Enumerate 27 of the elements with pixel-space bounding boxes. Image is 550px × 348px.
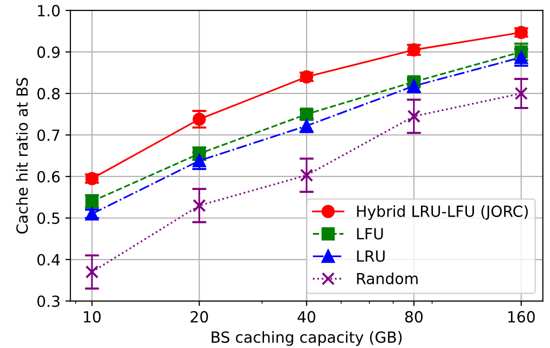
x-tick-label: 40	[298, 311, 316, 323]
point	[192, 112, 206, 126]
y-tick-label: 0.6	[37, 170, 60, 183]
point	[514, 86, 528, 100]
point	[407, 110, 420, 123]
y-tick-label: 0.7	[37, 129, 60, 141]
x-tick-label: 10	[84, 311, 101, 323]
legend-label: Random	[357, 272, 418, 284]
x-tick-label: 20	[190, 311, 208, 323]
point	[192, 198, 206, 212]
x-tick-label: 160	[508, 311, 535, 323]
point	[514, 50, 528, 64]
legend-label: LRU	[357, 250, 385, 262]
y-tick-label: 0.4	[37, 254, 60, 266]
point	[85, 265, 99, 279]
legend-label: Hybrid LRU-LFU (JORC)	[357, 205, 528, 220]
y-tick-label: 0.5	[37, 212, 60, 224]
y-tick-label: 0.8	[37, 88, 60, 100]
legend-label: LFU	[357, 228, 383, 240]
point	[300, 168, 314, 182]
y-tick-label: 0.3	[37, 295, 60, 308]
y-axis-title: Cache hit ratio at BS	[16, 78, 28, 234]
x-tick-label: 80	[405, 311, 423, 323]
x-axis-title: BS caching capacity (GB)	[212, 331, 402, 346]
point	[192, 154, 206, 168]
y-tick-label: 1.0	[38, 4, 60, 16]
y-tick-label: 0.9	[37, 46, 60, 58]
